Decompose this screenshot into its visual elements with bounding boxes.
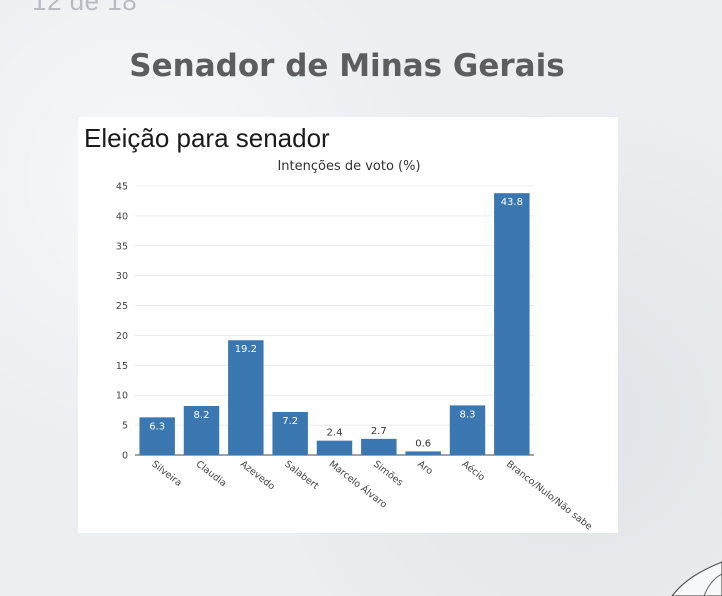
bar [183,405,220,455]
x-axis-labels: Silveira Claudia Azevedo Salabert Marcelo Ál… [149,458,594,533]
x-tick-label: Salabert [282,459,320,492]
y-axis: 0 5 10 15 20 25 30 35 40 45 [116,182,128,462]
y-tick-label: 10 [116,391,128,402]
y-tick-label: 0 [122,451,128,462]
bar [494,193,530,455]
bar [316,440,353,455]
x-tick-label: Azevedo [238,459,277,493]
y-tick-label: 35 [116,241,128,252]
y-tick-label: 15 [116,361,128,372]
y-tick-label: 5 [122,421,128,432]
bar [405,451,441,455]
data-label: 6.3 [149,421,165,432]
bar [272,411,308,455]
data-label: 2.4 [327,428,343,439]
y-tick-label: 45 [116,182,128,193]
data-label: 8.3 [460,409,476,420]
x-tick-label: Silveira [149,459,183,489]
bars: 6.3 8.2 19.2 7.2 2.4 2.7 0.6 8.3 43.8 [139,193,530,455]
y-tick-label: 25 [116,301,128,312]
y-tick-label: 40 [116,211,128,222]
data-label: 0.6 [415,438,431,449]
page-curl-decoration [671,561,722,596]
chart-heading: Eleição para senador [84,123,330,153]
bar [228,340,264,455]
data-label: 43.8 [501,197,523,208]
data-label: 8.2 [194,410,210,421]
y-tick-label: 30 [116,271,128,282]
chart-title: Intenções de voto (%) [277,159,420,174]
slide-title: Senador de Minas Gerais [129,48,565,84]
y-tick-label: 20 [116,331,128,342]
bar [361,438,397,455]
data-label: 19.2 [235,344,257,355]
bar [449,405,486,455]
page-number: 12 de 18 [32,0,138,16]
x-tick-label: Branco/Nulo/Não sabe [504,459,594,533]
x-tick-label: Aro [415,459,435,478]
bar-chart: Intenções de voto (%) 0 5 10 15 20 25 30 35 40 45… [116,159,594,533]
x-tick-label: Aécio [460,459,487,484]
bar [139,417,175,455]
chart-panel: Eleição para senador Intenções de voto (… [78,117,618,533]
x-tick-label: Claudia [194,459,229,490]
x-tick-label: Simões [371,459,405,489]
data-label: 2.7 [371,426,387,437]
data-label: 7.2 [282,416,298,427]
